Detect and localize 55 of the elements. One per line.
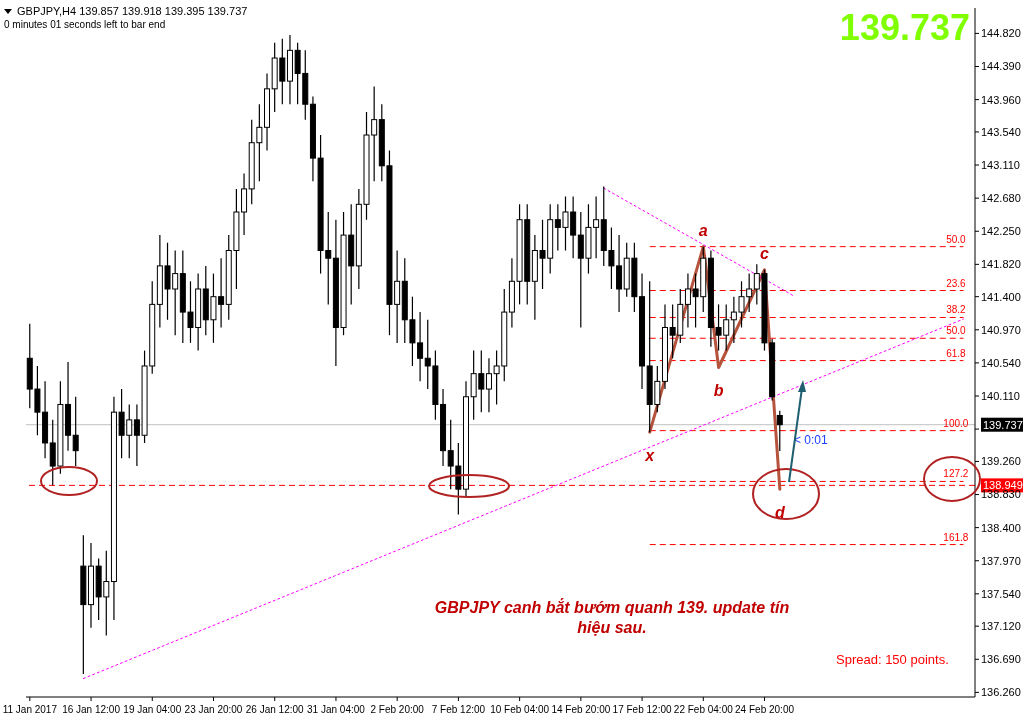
- x-tick-label: 31 Jan 04:00: [307, 704, 366, 715]
- x-tick-label: 26 Jan 12:00: [245, 704, 305, 715]
- annotation: GBPJPY canh bắt bướm quanh 139. update tín hiệu sau.: [433, 598, 791, 638]
- annotation: d: [774, 503, 786, 521]
- y-tick-label: 142.250: [981, 225, 1021, 238]
- y-tick-label: 141.400: [981, 290, 1021, 303]
- ref-line-label: 139.737: [983, 418, 1023, 431]
- annotation: 61.8: [946, 347, 967, 359]
- x-tick-label: 22 Feb 04:00: [673, 704, 734, 715]
- text: 0 minutes 01 seconds left to bar end: [4, 19, 166, 30]
- x-tick-label: 17 Feb 12:00: [612, 704, 672, 715]
- y-tick-label: 140.970: [981, 323, 1021, 336]
- x-tick-label: 14 Feb 20:00: [551, 704, 611, 715]
- annotation: 139.737: [839, 7, 970, 48]
- chart-title: GBPJPY,H4 139.857 139.918 139.395 139.737: [17, 5, 248, 17]
- x-tick-label: 24 Feb 20:00: [735, 704, 795, 715]
- x-tick-label: 2 Feb 20:00: [370, 704, 425, 715]
- y-tick-label: 137.120: [981, 620, 1021, 633]
- y-tick-label: 141.820: [981, 258, 1021, 271]
- y-tick-label: 137.540: [981, 587, 1021, 600]
- y-tick-label: 144.390: [981, 60, 1021, 73]
- annotation: 100.0: [943, 417, 969, 429]
- annotation: 38.2: [946, 304, 967, 316]
- y-tick-label: 138.400: [981, 521, 1021, 534]
- annotation: a: [698, 221, 708, 239]
- candlestick: [776, 410, 783, 452]
- annotation: < 0:01: [794, 433, 829, 447]
- y-tick-label: 137.970: [981, 554, 1021, 567]
- annotation: 127.2: [943, 468, 969, 480]
- annotation: 50.0: [946, 233, 967, 245]
- y-tick-label: 136.690: [981, 653, 1021, 666]
- x-tick-label: 10 Feb 04:00: [490, 704, 550, 715]
- x-tick-label: 11 Jan 2017: [2, 704, 58, 715]
- annotation: x: [644, 446, 656, 464]
- y-tick-label: 144.820: [981, 27, 1021, 40]
- annotation: c: [760, 244, 770, 262]
- x-tick-label: 16 Jan 12:00: [62, 704, 121, 715]
- x-tick-label: 7 Feb 12:00: [431, 704, 486, 715]
- annotation: 50.0: [946, 325, 967, 337]
- x-tick-label: 23 Jan 20:00: [184, 704, 243, 715]
- y-tick-label: 143.540: [981, 125, 1021, 138]
- y-tick-label: 143.960: [981, 93, 1021, 106]
- annotation: Spread: 150 points.: [836, 652, 949, 667]
- annotation: 23.6: [946, 277, 967, 289]
- annotation: b: [713, 381, 724, 399]
- y-tick-label: 140.540: [981, 356, 1021, 369]
- y-tick-label: 142.680: [981, 192, 1021, 205]
- y-tick-label: 143.110: [981, 158, 1020, 171]
- annotation: 161.8: [943, 531, 969, 543]
- y-tick-label: 139.260: [981, 455, 1021, 468]
- candlestick: [72, 396, 79, 467]
- x-tick-label: 19 Jan 04:00: [123, 704, 182, 715]
- ref-line-label: 138.949: [983, 479, 1023, 492]
- y-tick-label: 140.110: [981, 389, 1020, 402]
- y-tick-label: 136.260: [981, 686, 1021, 699]
